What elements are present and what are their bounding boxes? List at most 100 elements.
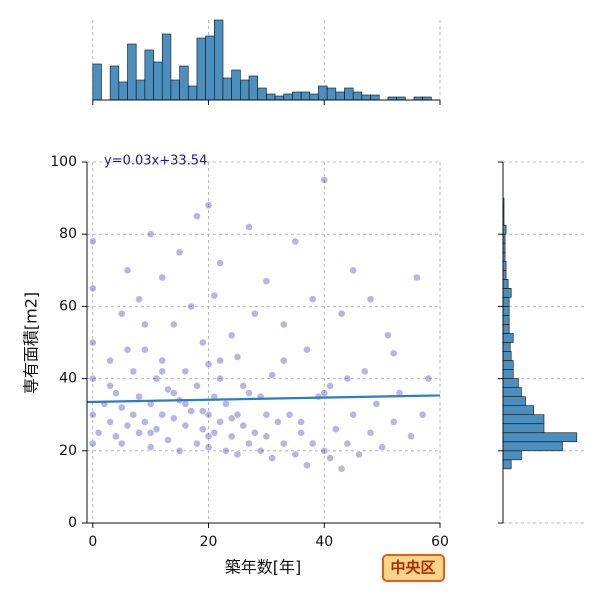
point: [337, 464, 346, 473]
point: [279, 356, 288, 365]
point: [198, 407, 207, 415]
top-hist-bar: [135, 79, 146, 101]
point: [187, 302, 196, 311]
point: [384, 331, 392, 340]
right-hist-bar: [502, 306, 510, 316]
point: [129, 367, 138, 376]
right-hist-bar: [502, 396, 526, 406]
point: [146, 428, 155, 437]
top-hist-bar: [92, 63, 102, 101]
x-axis-label: 築年数[年]: [225, 558, 302, 577]
point: [227, 331, 236, 340]
point: [291, 237, 300, 246]
point: [418, 410, 427, 419]
point: [372, 399, 381, 408]
point: [308, 295, 317, 304]
point: [88, 374, 97, 383]
point: [106, 381, 115, 390]
top-hist-bar: [118, 81, 128, 101]
point: [268, 454, 277, 462]
point: [123, 345, 132, 354]
top-hist-bar: [144, 49, 154, 101]
point: [198, 425, 207, 434]
point: [112, 432, 120, 441]
point: [262, 432, 271, 441]
point: [193, 381, 201, 390]
point: [274, 418, 282, 426]
x-tick-label: 0: [88, 534, 97, 550]
point: [297, 418, 306, 426]
point: [389, 349, 398, 358]
top-hist-bar: [179, 65, 189, 101]
point: [88, 284, 97, 293]
top-hist-bar: [266, 93, 276, 101]
point: [140, 418, 149, 426]
regression-line: [86, 394, 441, 404]
point: [233, 353, 242, 361]
top-hist-bar: [231, 69, 241, 101]
top-hist-bar: [187, 85, 198, 101]
y-axis-label: 専有面積[m2]: [22, 292, 41, 394]
point: [146, 443, 155, 452]
point: [193, 439, 201, 448]
y-tick-label: 60: [59, 298, 77, 314]
y-tick-label: 100: [50, 154, 77, 170]
point: [135, 295, 143, 304]
point: [221, 446, 230, 455]
point: [181, 399, 190, 408]
y-tick-label: 0: [68, 515, 77, 531]
point: [158, 273, 167, 282]
right-hist-bar: [502, 351, 512, 361]
top-hist-bar: [318, 85, 328, 101]
right-hist-bar: [502, 414, 545, 425]
badge-box: [382, 554, 445, 582]
point: [123, 421, 132, 430]
point: [337, 309, 346, 318]
point: [262, 410, 271, 419]
point: [181, 421, 190, 430]
top-hist-bar: [196, 37, 206, 101]
top-hist-bar: [205, 35, 215, 101]
point: [216, 374, 224, 383]
point: [233, 450, 242, 459]
point: [239, 421, 248, 430]
point: [308, 439, 317, 448]
right-hist-bar: [502, 324, 510, 334]
top-hist-bar: [283, 93, 293, 101]
point: [117, 309, 126, 318]
point: [135, 392, 143, 401]
point: [227, 432, 236, 441]
top-hist-bar: [326, 87, 337, 101]
point: [198, 338, 207, 347]
right-hist-bar: [502, 297, 510, 307]
point: [320, 389, 329, 397]
right-hist-bar: [502, 360, 514, 370]
point: [181, 367, 190, 376]
point: [389, 418, 398, 426]
point: [158, 410, 167, 419]
point: [123, 266, 132, 275]
top-hist-bar: [274, 95, 285, 101]
point: [152, 425, 161, 434]
top-hist-bar: [292, 91, 302, 101]
point: [303, 345, 311, 354]
point: [285, 410, 294, 419]
y-tick-label: 20: [59, 443, 77, 459]
point: [250, 309, 259, 318]
point: [239, 381, 248, 390]
right-hist-bar: [502, 369, 514, 379]
top-hist-bar: [170, 79, 180, 101]
point: [412, 273, 421, 282]
point: [245, 223, 253, 231]
right-hist-bar: [502, 441, 563, 452]
point: [204, 360, 213, 369]
point: [169, 414, 178, 423]
point: [360, 367, 369, 376]
point: [135, 428, 143, 437]
top-hist-bar: [257, 87, 267, 101]
top-hist-bar: [153, 61, 163, 101]
right-hist-bar: [502, 405, 535, 415]
point: [140, 345, 149, 354]
top-hist-bar: [335, 91, 345, 101]
point: [204, 432, 213, 441]
